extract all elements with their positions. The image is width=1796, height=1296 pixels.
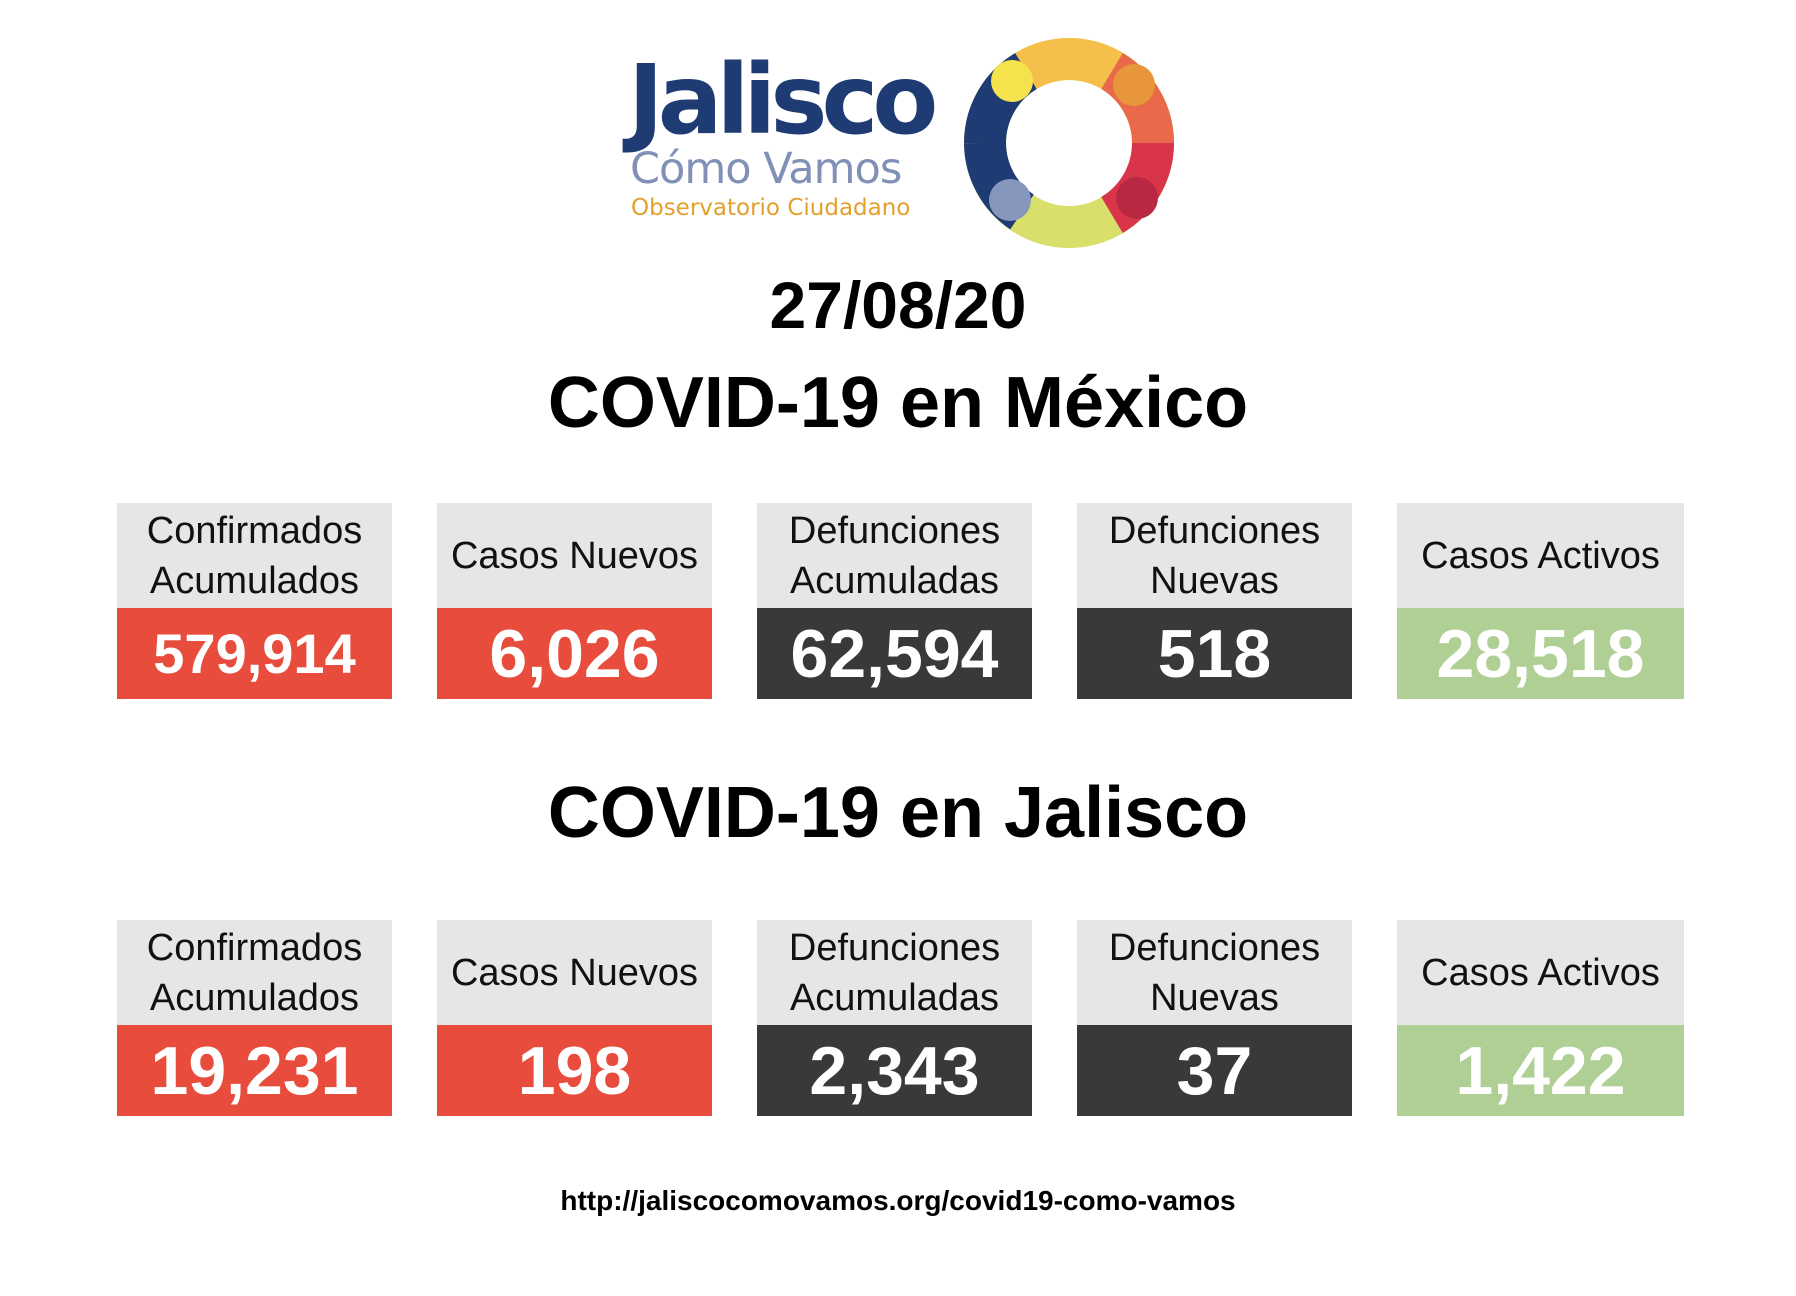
ring-logo-icon	[964, 38, 1174, 248]
logo-tagline: Observatorio Ciudadano	[631, 195, 911, 221]
stat-label: Defunciones Acumuladas	[757, 920, 1032, 1025]
stat-label: Casos Activos	[1397, 503, 1684, 608]
stat-card-defunciones-acumuladas: Defunciones Acumuladas 62,594	[757, 503, 1032, 699]
stat-label: Defunciones Acumuladas	[757, 503, 1032, 608]
report-date: 27/08/20	[769, 268, 1027, 342]
stat-card-casos-nuevos: Casos Nuevos 198	[437, 920, 712, 1116]
stat-label: Defunciones Nuevas	[1077, 920, 1352, 1025]
logo-subtitle: Cómo Vamos	[630, 144, 902, 194]
stat-card-defunciones-nuevas: Defunciones Nuevas 37	[1077, 920, 1352, 1116]
logo-title: Jalisco	[628, 44, 938, 156]
stat-card-defunciones-acumuladas: Defunciones Acumuladas 2,343	[757, 920, 1032, 1116]
logo: Jalisco Cómo Vamos Observatorio Ciudadan…	[628, 52, 938, 220]
stat-value: 62,594	[757, 608, 1032, 699]
stat-value: 2,343	[757, 1025, 1032, 1116]
stat-card-confirmados: Confirmados Acumulados 19,231	[117, 920, 392, 1116]
stat-value: 37	[1077, 1025, 1352, 1116]
section-title-mexico: COVID-19 en México	[547, 363, 1249, 443]
stat-card-confirmados: Confirmados Acumulados 579,914	[117, 503, 392, 699]
section-title-jalisco: COVID-19 en Jalisco	[547, 773, 1249, 853]
stat-card-casos-activos: Casos Activos 1,422	[1397, 920, 1684, 1116]
stat-value: 1,422	[1397, 1025, 1684, 1116]
stat-label: Defunciones Nuevas	[1077, 503, 1352, 608]
stat-value: 579,914	[117, 608, 392, 699]
stat-value: 28,518	[1397, 608, 1684, 699]
stat-card-casos-activos: Casos Activos 28,518	[1397, 503, 1684, 699]
stat-label: Casos Nuevos	[437, 503, 712, 608]
stat-value: 6,026	[437, 608, 712, 699]
stat-card-defunciones-nuevas: Defunciones Nuevas 518	[1077, 503, 1352, 699]
stat-value: 19,231	[117, 1025, 392, 1116]
stat-label: Casos Nuevos	[437, 920, 712, 1025]
stat-value: 518	[1077, 608, 1352, 699]
stat-label: Confirmados Acumulados	[117, 920, 392, 1025]
stat-value: 198	[437, 1025, 712, 1116]
stat-card-casos-nuevos: Casos Nuevos 6,026	[437, 503, 712, 699]
stat-label: Casos Activos	[1397, 920, 1684, 1025]
stat-label: Confirmados Acumulados	[117, 503, 392, 608]
source-url: http://jaliscocomovamos.org/covid19-como…	[560, 1185, 1236, 1216]
